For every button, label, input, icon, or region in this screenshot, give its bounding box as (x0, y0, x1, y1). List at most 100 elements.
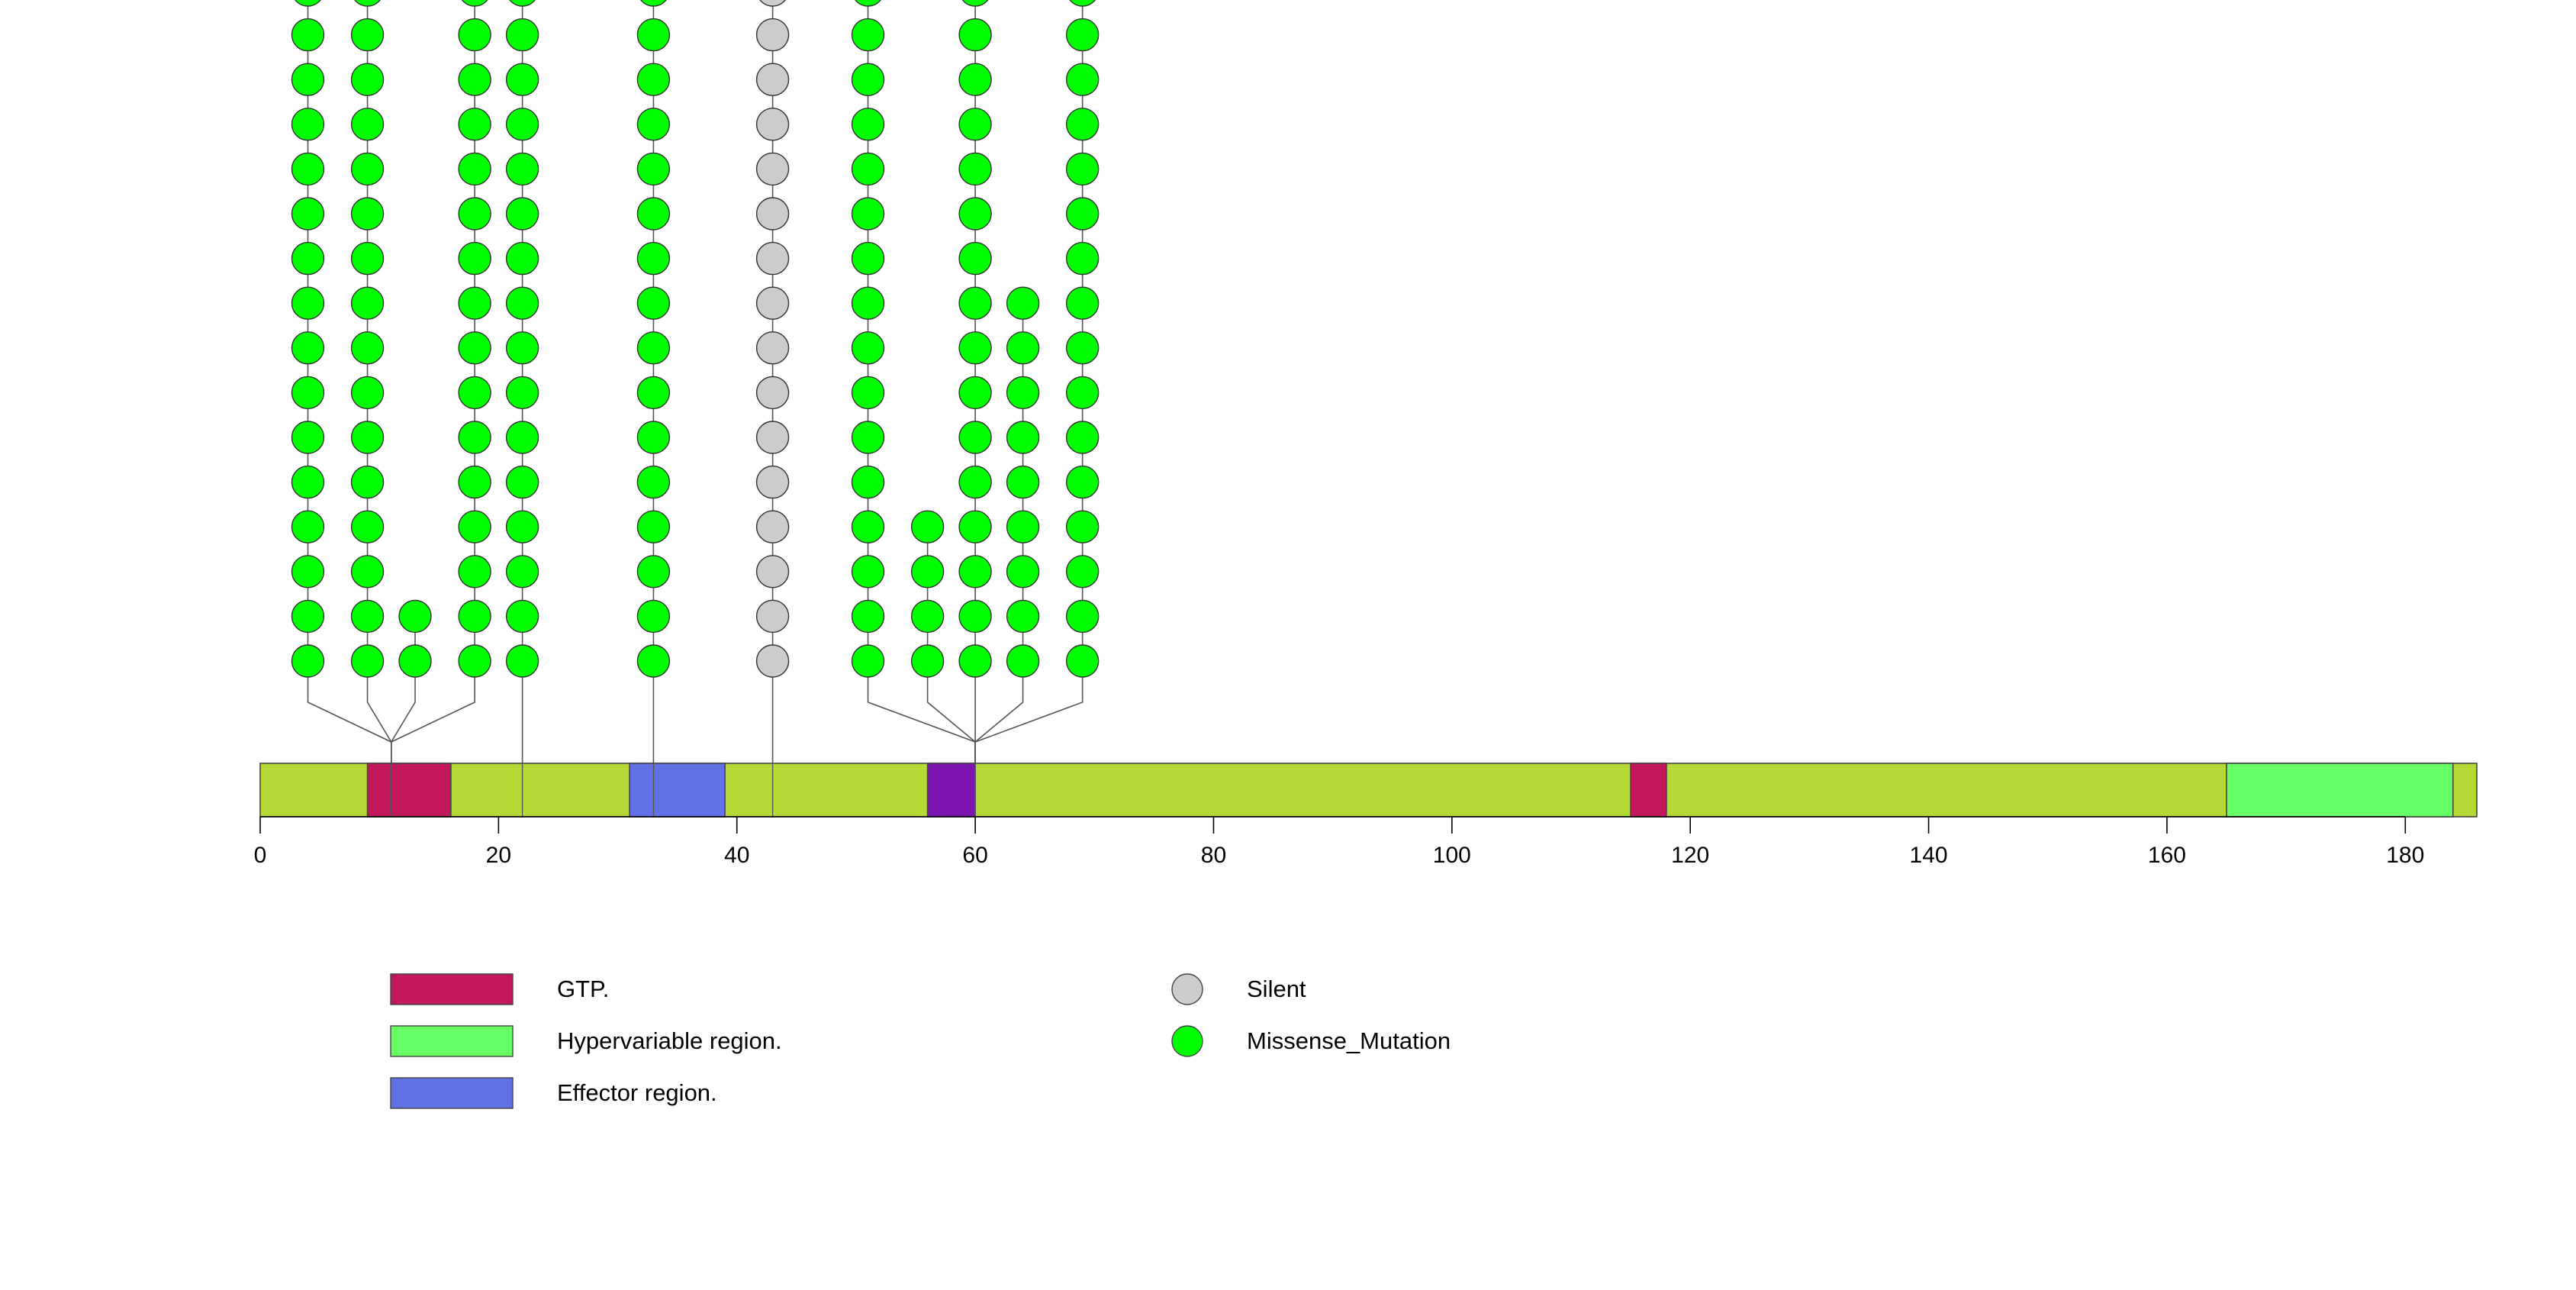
legend-label: Hypervariable region. (557, 1027, 782, 1054)
mutation-point (505, 197, 539, 231)
mutation-point (458, 18, 491, 52)
mutation-point (291, 286, 325, 320)
mutation-point (958, 555, 992, 589)
mutation-point (958, 152, 992, 186)
mutation-point (505, 510, 539, 543)
legend-label: Missense_Mutation (1247, 1027, 1451, 1054)
mutation-point (505, 555, 539, 589)
mutation-point (755, 555, 790, 589)
mutation-point (291, 197, 325, 231)
mutation-point (755, 465, 790, 499)
mutation-point (851, 465, 885, 499)
mutation-point (291, 18, 325, 52)
mutation-point (291, 63, 325, 96)
mutation-point (910, 510, 945, 543)
mutation-point (458, 376, 491, 410)
protein-backbone (259, 763, 2478, 818)
mutation-point (505, 152, 539, 186)
mutation-point (1065, 18, 1100, 52)
mutation-point (636, 197, 671, 231)
x-tick-label: 120 (1671, 843, 1709, 868)
domain-block (926, 763, 976, 818)
mutation-point (505, 599, 539, 634)
mutation-point (851, 197, 885, 231)
mutation-point (458, 555, 491, 589)
mutation-point (1065, 599, 1100, 634)
mutation-point (350, 599, 385, 634)
mutation-point (759, 0, 786, 7)
mutation-point (350, 331, 385, 365)
mutation-point (851, 555, 885, 589)
mutation-point (1006, 331, 1040, 365)
mutation-point (458, 421, 491, 454)
mutation-point (958, 197, 992, 231)
mutation-point (958, 18, 992, 52)
mutation-point (1006, 510, 1040, 543)
mutation-point (851, 152, 885, 186)
mutation-point (350, 197, 385, 231)
mutation-point (291, 152, 325, 186)
mutation-point (350, 421, 385, 454)
mutation-point (755, 599, 790, 634)
mutation-point (505, 18, 539, 52)
mutation-point (851, 63, 885, 96)
mutation-point (851, 510, 885, 543)
mutation-point (458, 286, 491, 320)
legend: GTP. Hypervariable region. Effector region… (390, 973, 1451, 1109)
mutation-point (755, 18, 790, 52)
mutation-point (291, 599, 325, 634)
mutation-point (458, 63, 491, 96)
mutation-point (1065, 108, 1100, 141)
mutation-point (1006, 421, 1040, 454)
mutation-point (1065, 465, 1100, 499)
mutation-point (1006, 465, 1040, 499)
x-tick-label: 100 (1433, 843, 1471, 868)
mutation-point (636, 108, 671, 141)
mutation-point (1065, 376, 1100, 410)
mutation-point (1065, 421, 1100, 454)
mutation-point (636, 555, 671, 589)
domain-block (2226, 763, 2454, 818)
x-axis: 0 20 40 60 80 100 120 140 160 180 (254, 816, 2424, 868)
mutation-point (350, 286, 385, 320)
mutation-point (755, 108, 790, 141)
mutation-point (505, 241, 539, 276)
mutation-point (1006, 599, 1040, 634)
mutation-point (458, 152, 491, 186)
legend-swatch (390, 973, 514, 1005)
mutation-point (636, 421, 671, 454)
mutation-point (350, 152, 385, 186)
mutation-point (851, 286, 885, 320)
mutation-point (636, 152, 671, 186)
mutation-point (636, 599, 671, 634)
mutation-point (1006, 644, 1040, 678)
mutation-point (851, 108, 885, 141)
mutation-point (350, 376, 385, 410)
mutation-point (851, 241, 885, 276)
mutation-point (505, 108, 539, 141)
mutation-point (1069, 0, 1096, 7)
mutation-point (958, 644, 992, 678)
mutation-point (958, 331, 992, 365)
mutation-point (755, 510, 790, 543)
legend-marker (1171, 973, 1203, 1005)
mutation-point (354, 0, 381, 7)
mutation-point (636, 241, 671, 276)
mutation-point (505, 286, 539, 320)
mutation-point (509, 0, 536, 7)
mutation-point (636, 63, 671, 96)
legend-label: Silent (1247, 976, 1306, 1002)
mutation-point (958, 286, 992, 320)
mutation-point (458, 197, 491, 231)
mutation-point (505, 465, 539, 499)
domain-block (366, 763, 452, 818)
protein-bar (259, 763, 2478, 818)
x-tick-label: 40 (724, 843, 749, 868)
mutation-point (755, 197, 790, 231)
mutation-point (851, 18, 885, 52)
mutation-point (636, 331, 671, 365)
mutation-point (505, 644, 539, 678)
mutation-point (961, 0, 989, 7)
mutation-point (1065, 555, 1100, 589)
mutation-point (1065, 63, 1100, 96)
